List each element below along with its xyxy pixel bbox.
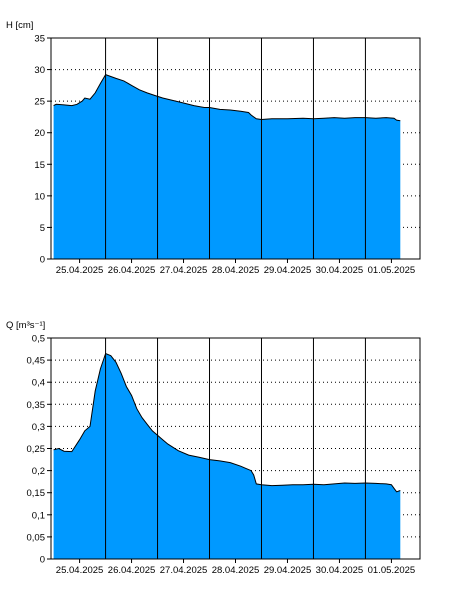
y-tick-label: 30	[34, 65, 45, 76]
x-tick-label: 25.04.2025	[56, 565, 104, 576]
area-outline	[53, 73, 401, 122]
x-tick-label: 26.04.2025	[108, 565, 156, 576]
x-tick-label: 29.04.2025	[264, 265, 312, 276]
y-tick-label: 0,2	[32, 466, 45, 477]
y-tick-label: 0	[40, 555, 45, 566]
x-tick-label: 29.04.2025	[264, 565, 312, 576]
y-tick-label: 0,1	[32, 510, 45, 521]
x-tick-label: 25.04.2025	[56, 265, 104, 276]
y-tick-label: 0,15	[27, 488, 46, 499]
x-tick-label: 28.04.2025	[212, 565, 260, 576]
y-tick-label: 10	[34, 191, 45, 202]
y-axis-label: H [cm]	[6, 20, 33, 31]
y-tick-label: 0,4	[32, 378, 45, 389]
y-tick-label: 0,45	[27, 356, 46, 367]
y-tick-label: 0,3	[32, 422, 45, 433]
x-tick-label: 01.05.2025	[368, 565, 416, 576]
x-tick-label: 26.04.2025	[108, 265, 156, 276]
x-tick-label: 27.04.2025	[160, 565, 208, 576]
area-outline	[53, 352, 401, 493]
x-tick-label: 30.04.2025	[316, 265, 364, 276]
chart-2: 0 0,05 0,1 0,15 0,2 0,25 0,3 0,35 0,4 0,45 0,5 25.0…	[6, 320, 421, 576]
y-tick-label: 0,5	[32, 334, 45, 345]
chart-1: 0 5 10 15 20 25 30 35 25.04.2025 26.04.2025 27.04.…	[6, 20, 421, 276]
y-axis-label: Q [m³s⁻¹]	[6, 320, 45, 331]
y-tick-label: 25	[34, 97, 45, 108]
y-tick-label: 0,35	[27, 400, 46, 411]
x-tick-label: 27.04.2025	[160, 265, 208, 276]
y-tick-label: 20	[34, 128, 45, 139]
y-tick-label: 35	[34, 34, 45, 45]
x-tick-label: 28.04.2025	[212, 265, 260, 276]
y-tick-label: 0	[40, 255, 45, 266]
y-tick-label: 5	[40, 223, 45, 234]
y-tick-label: 0,05	[27, 532, 46, 543]
x-tick-label: 30.04.2025	[316, 565, 364, 576]
y-tick-label: 15	[34, 160, 45, 171]
y-tick-label: 0,25	[27, 444, 46, 455]
x-tick-label: 01.05.2025	[368, 265, 416, 276]
